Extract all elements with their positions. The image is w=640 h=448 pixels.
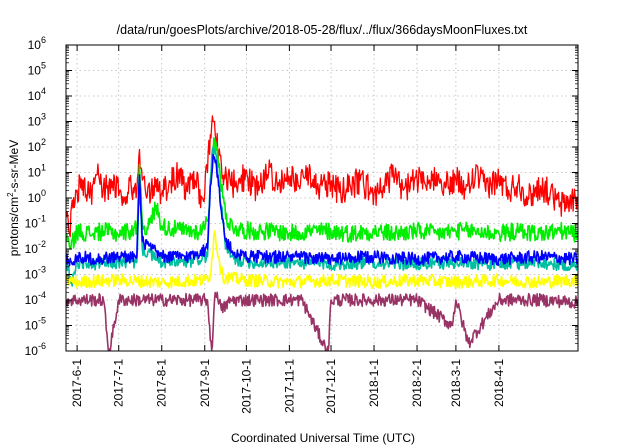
gridlines xyxy=(66,45,578,351)
x-tick-label: 2018-2-1 xyxy=(410,359,424,407)
y-tick-label: 104 xyxy=(28,86,46,103)
y-axis-label-rest: -s-sr-MeV xyxy=(7,140,21,193)
x-tick-label: 2017-10-1 xyxy=(239,359,253,414)
x-tick-label: 2018-3-1 xyxy=(449,359,463,407)
y-tick-label-exponent: -3 xyxy=(38,265,46,275)
y-tick-label-exponent: -5 xyxy=(38,316,46,326)
y-tick-label: 103 xyxy=(28,112,46,129)
y-tick-label-base: 10 xyxy=(28,64,42,78)
y-axis-label: protons/cm2-s-sr-MeV xyxy=(6,140,21,256)
y-tick-label-base: 10 xyxy=(25,319,39,333)
y-tick-label-exponent: -4 xyxy=(38,290,46,300)
y-tick-label: 106 xyxy=(28,35,46,52)
y-tick-label-exponent: -1 xyxy=(38,214,46,224)
series-line xyxy=(66,137,578,250)
y-tick-label: 105 xyxy=(28,61,46,78)
y-tick-label-exponent: 5 xyxy=(41,61,46,71)
x-tick-label: 2017-9-1 xyxy=(198,359,212,407)
y-tick-label-base: 10 xyxy=(25,242,39,256)
series-line xyxy=(66,291,578,351)
y-tick-label-exponent: 2 xyxy=(41,137,46,147)
x-tick-label: 2017-8-1 xyxy=(155,359,169,407)
y-tick-label-base: 10 xyxy=(25,268,39,282)
y-tick-label-exponent: 6 xyxy=(41,35,46,45)
series-lines xyxy=(66,115,578,351)
series-line xyxy=(66,153,578,267)
x-tick-label: 2018-4-1 xyxy=(492,359,506,407)
y-tick-label-base: 10 xyxy=(25,293,39,307)
x-tick-label: 2017-12-1 xyxy=(324,359,338,414)
y-tick-label-exponent: 0 xyxy=(41,188,46,198)
x-tick-label: 2017-11-1 xyxy=(282,359,296,413)
y-tick-label-base: 10 xyxy=(28,89,42,103)
y-tick-label-exponent: -2 xyxy=(38,239,46,249)
y-tick-label-exponent: 1 xyxy=(41,163,46,173)
x-axis-ticks: 2017-6-1 2017-7-1 2017-8-1 2017-9-1 2017-10-… xyxy=(70,45,506,414)
series-line xyxy=(66,146,578,287)
y-tick-label-base: 10 xyxy=(25,344,39,358)
y-tick-label-base: 10 xyxy=(28,38,42,52)
x-axis-label: Coordinated Universal Time (UTC) xyxy=(231,431,415,445)
y-tick-label-base: 10 xyxy=(28,166,42,180)
x-tick-label: 2017-6-1 xyxy=(70,359,84,407)
y-tick-label: 10-3 xyxy=(25,265,46,282)
y-tick-label: 10-2 xyxy=(25,239,46,256)
y-axis-label-base: protons/cm xyxy=(7,197,21,256)
x-tick-label: 2017-7-1 xyxy=(112,359,126,407)
y-tick-label-base: 10 xyxy=(25,217,39,231)
y-tick-label: 101 xyxy=(28,163,46,180)
x-tick-label: 2018-1-1 xyxy=(367,359,381,407)
y-tick-label: 10-6 xyxy=(25,341,46,358)
series-line xyxy=(66,230,578,290)
y-tick-label: 10-4 xyxy=(25,290,46,307)
y-tick-label: 102 xyxy=(28,137,46,154)
y-tick-label: 10-5 xyxy=(25,316,46,333)
y-tick-label: 100 xyxy=(28,188,46,205)
y-tick-label-base: 10 xyxy=(28,191,42,205)
chart-title: /data/run/goesPlots/archive/2018-05-28/f… xyxy=(117,23,528,37)
y-axis-label-superscript: 2 xyxy=(6,192,15,197)
y-tick-label-exponent: 3 xyxy=(41,112,46,122)
y-axis-ticks: 10-610-510-410-310-210-11001011021031041… xyxy=(25,35,578,358)
series-line xyxy=(66,115,578,238)
y-tick-label-exponent: 4 xyxy=(41,86,46,96)
y-tick-label-base: 10 xyxy=(28,140,42,154)
y-tick-label-base: 10 xyxy=(28,115,42,129)
y-tick-label: 10-1 xyxy=(25,214,46,231)
y-tick-label-exponent: -6 xyxy=(38,341,46,351)
